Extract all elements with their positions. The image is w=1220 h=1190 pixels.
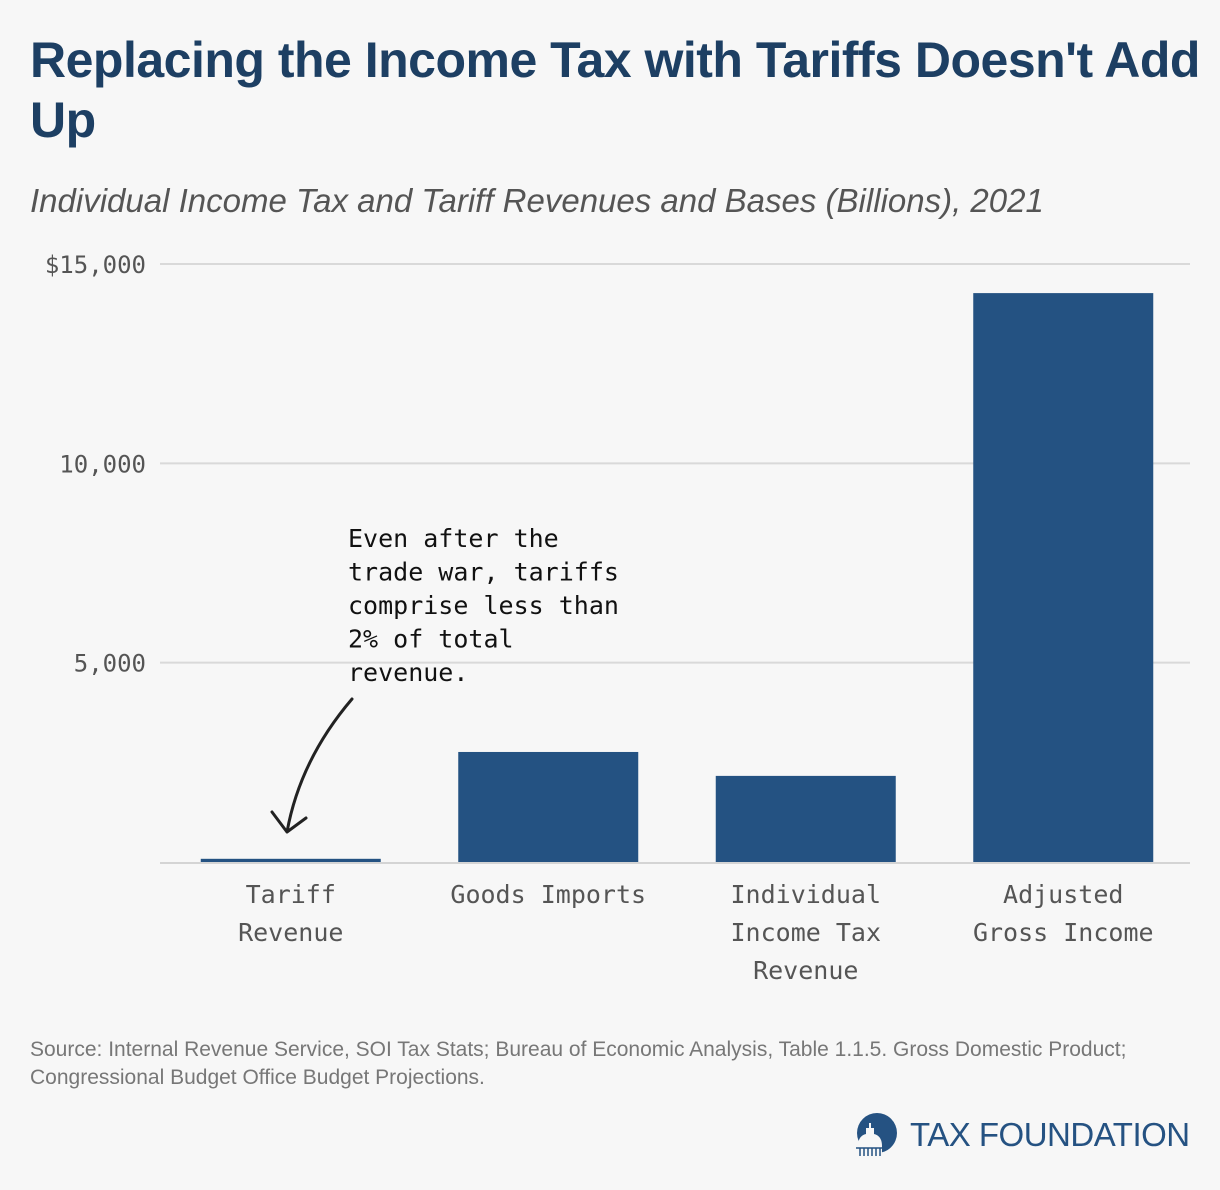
bar-3 [715,775,896,862]
x-category-label: Tariff Revenue [238,880,343,947]
bar-2 [458,751,639,862]
annotation-line: comprise less than [348,591,619,620]
annotation-line: Even after the [348,524,559,553]
bar-1 [200,858,381,862]
y-tick-label: 10,000 [59,450,146,478]
x-category-label-line: Income Tax [730,918,881,947]
chart-subtitle: Individual Income Tax and Tariff Revenue… [30,182,1044,219]
annotation-text: Even after the trade war, tariffs comprise… [348,524,619,687]
source-note: Source: Internal Revenue Service, SOI Ta… [30,1038,1127,1089]
x-category-label-line: Revenue [753,956,858,985]
bar-4 [973,293,1154,862]
x-category-label-line: Individual [730,880,881,909]
annotation: Even after the trade war, tariffs comprise… [270,524,619,834]
x-category-label: Individual Income Tax Revenue [730,880,881,985]
annotation-line: revenue. [348,658,468,687]
bars [200,293,1154,862]
chart-title: Replacing the Income Tax with Tariffs Do… [30,32,1200,148]
y-tick-label: $15,000 [45,251,146,279]
y-tick-label: 5,000 [74,650,146,678]
tax-foundation-logo: TAX FOUNDATION [850,1112,1190,1158]
x-category-label: Goods Imports [450,880,646,909]
x-category-label-line: Tariff [246,880,336,909]
x-category-label-line: Goods Imports [450,880,646,909]
logo-text: TAX FOUNDATION [910,1116,1190,1153]
bar-chart: 5,000 10,000 $15,000 Tariff Revenue Goods Im… [45,251,1190,985]
x-category-label-line: Adjusted [1003,880,1123,909]
capitol-dome-icon [856,1113,897,1156]
x-category-label-line: Gross Income [973,918,1154,947]
x-category-label: Adjusted Gross Income [973,880,1154,947]
annotation-arrow-icon [270,697,354,834]
y-axis-ticks: 5,000 10,000 $15,000 [45,251,146,678]
x-category-label-line: Revenue [238,918,343,947]
annotation-line: trade war, tariffs [348,558,619,587]
annotation-line: 2% of total [348,625,514,654]
x-axis-labels: Tariff Revenue Goods Imports Individual Inco… [238,880,1153,985]
